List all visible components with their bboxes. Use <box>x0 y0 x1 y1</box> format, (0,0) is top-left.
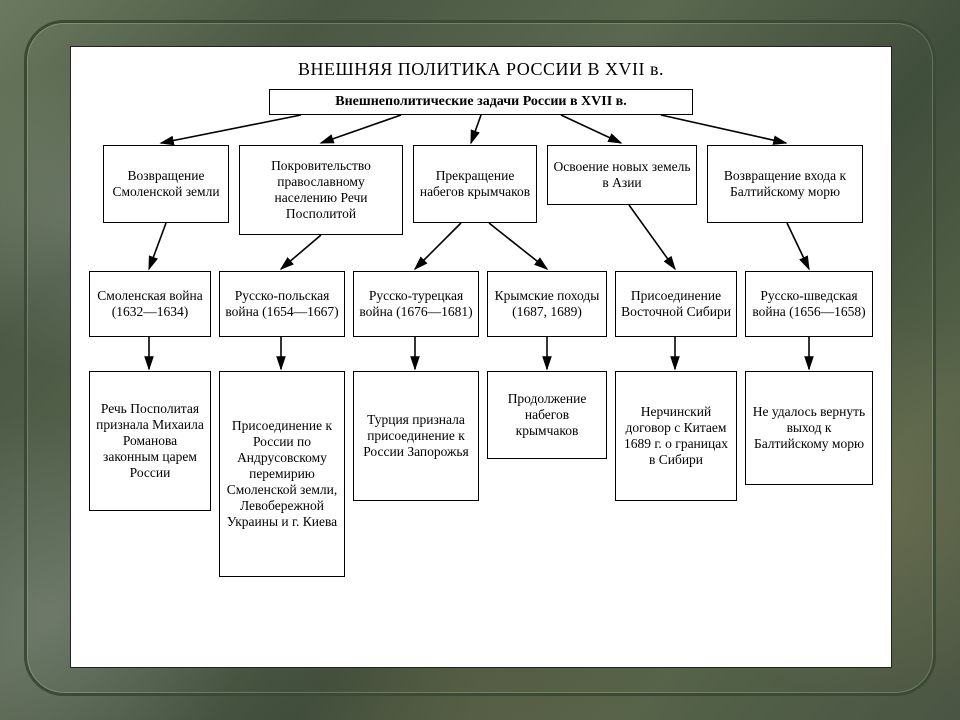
diagram-panel: ВНЕШНЯЯ ПОЛИТИКА РОССИИ В XVII в. Внешне… <box>70 46 892 668</box>
event-box-4: Присоединение Восточной Сибири <box>615 271 737 337</box>
task-box-5: Возвращение входа к Балтийскому морю <box>707 145 863 223</box>
task-box-2: Прекращение набегов крымчаков <box>413 145 537 223</box>
task-box-4: Освоение новых земель в Азии <box>547 145 697 205</box>
event-box-1: Русско-польская война (1654—1667) <box>219 271 345 337</box>
result-box-0: Речь Посполитая признала Михаила Романов… <box>89 371 211 511</box>
task-box-1: Покровительство православному населению … <box>239 145 403 235</box>
arrows-layer <box>71 47 891 667</box>
result-box-3: Продолжение набегов крымчаков <box>487 371 607 459</box>
result-box-2: Турция признала присоединение к России З… <box>353 371 479 501</box>
result-box-1: Присоединение к России по Андрусовскому … <box>219 371 345 577</box>
result-box-4: Нерчинский договор с Китаем 1689 г. о гр… <box>615 371 737 501</box>
event-box-3: Крымские походы (1687, 1689) <box>487 271 607 337</box>
event-box-0: Смоленская война (1632—1634) <box>89 271 211 337</box>
task-box-0: Возвращение Смоленской земли <box>103 145 229 223</box>
event-box-5: Русско-шведская война (1656—1658) <box>745 271 873 337</box>
result-box-5: Не удалось вернуть выход к Балтийскому м… <box>745 371 873 485</box>
event-box-2: Русско-турецкая война (1676—1681) <box>353 271 479 337</box>
root-box: Внешнеполитические задачи России в XVII … <box>269 89 693 115</box>
